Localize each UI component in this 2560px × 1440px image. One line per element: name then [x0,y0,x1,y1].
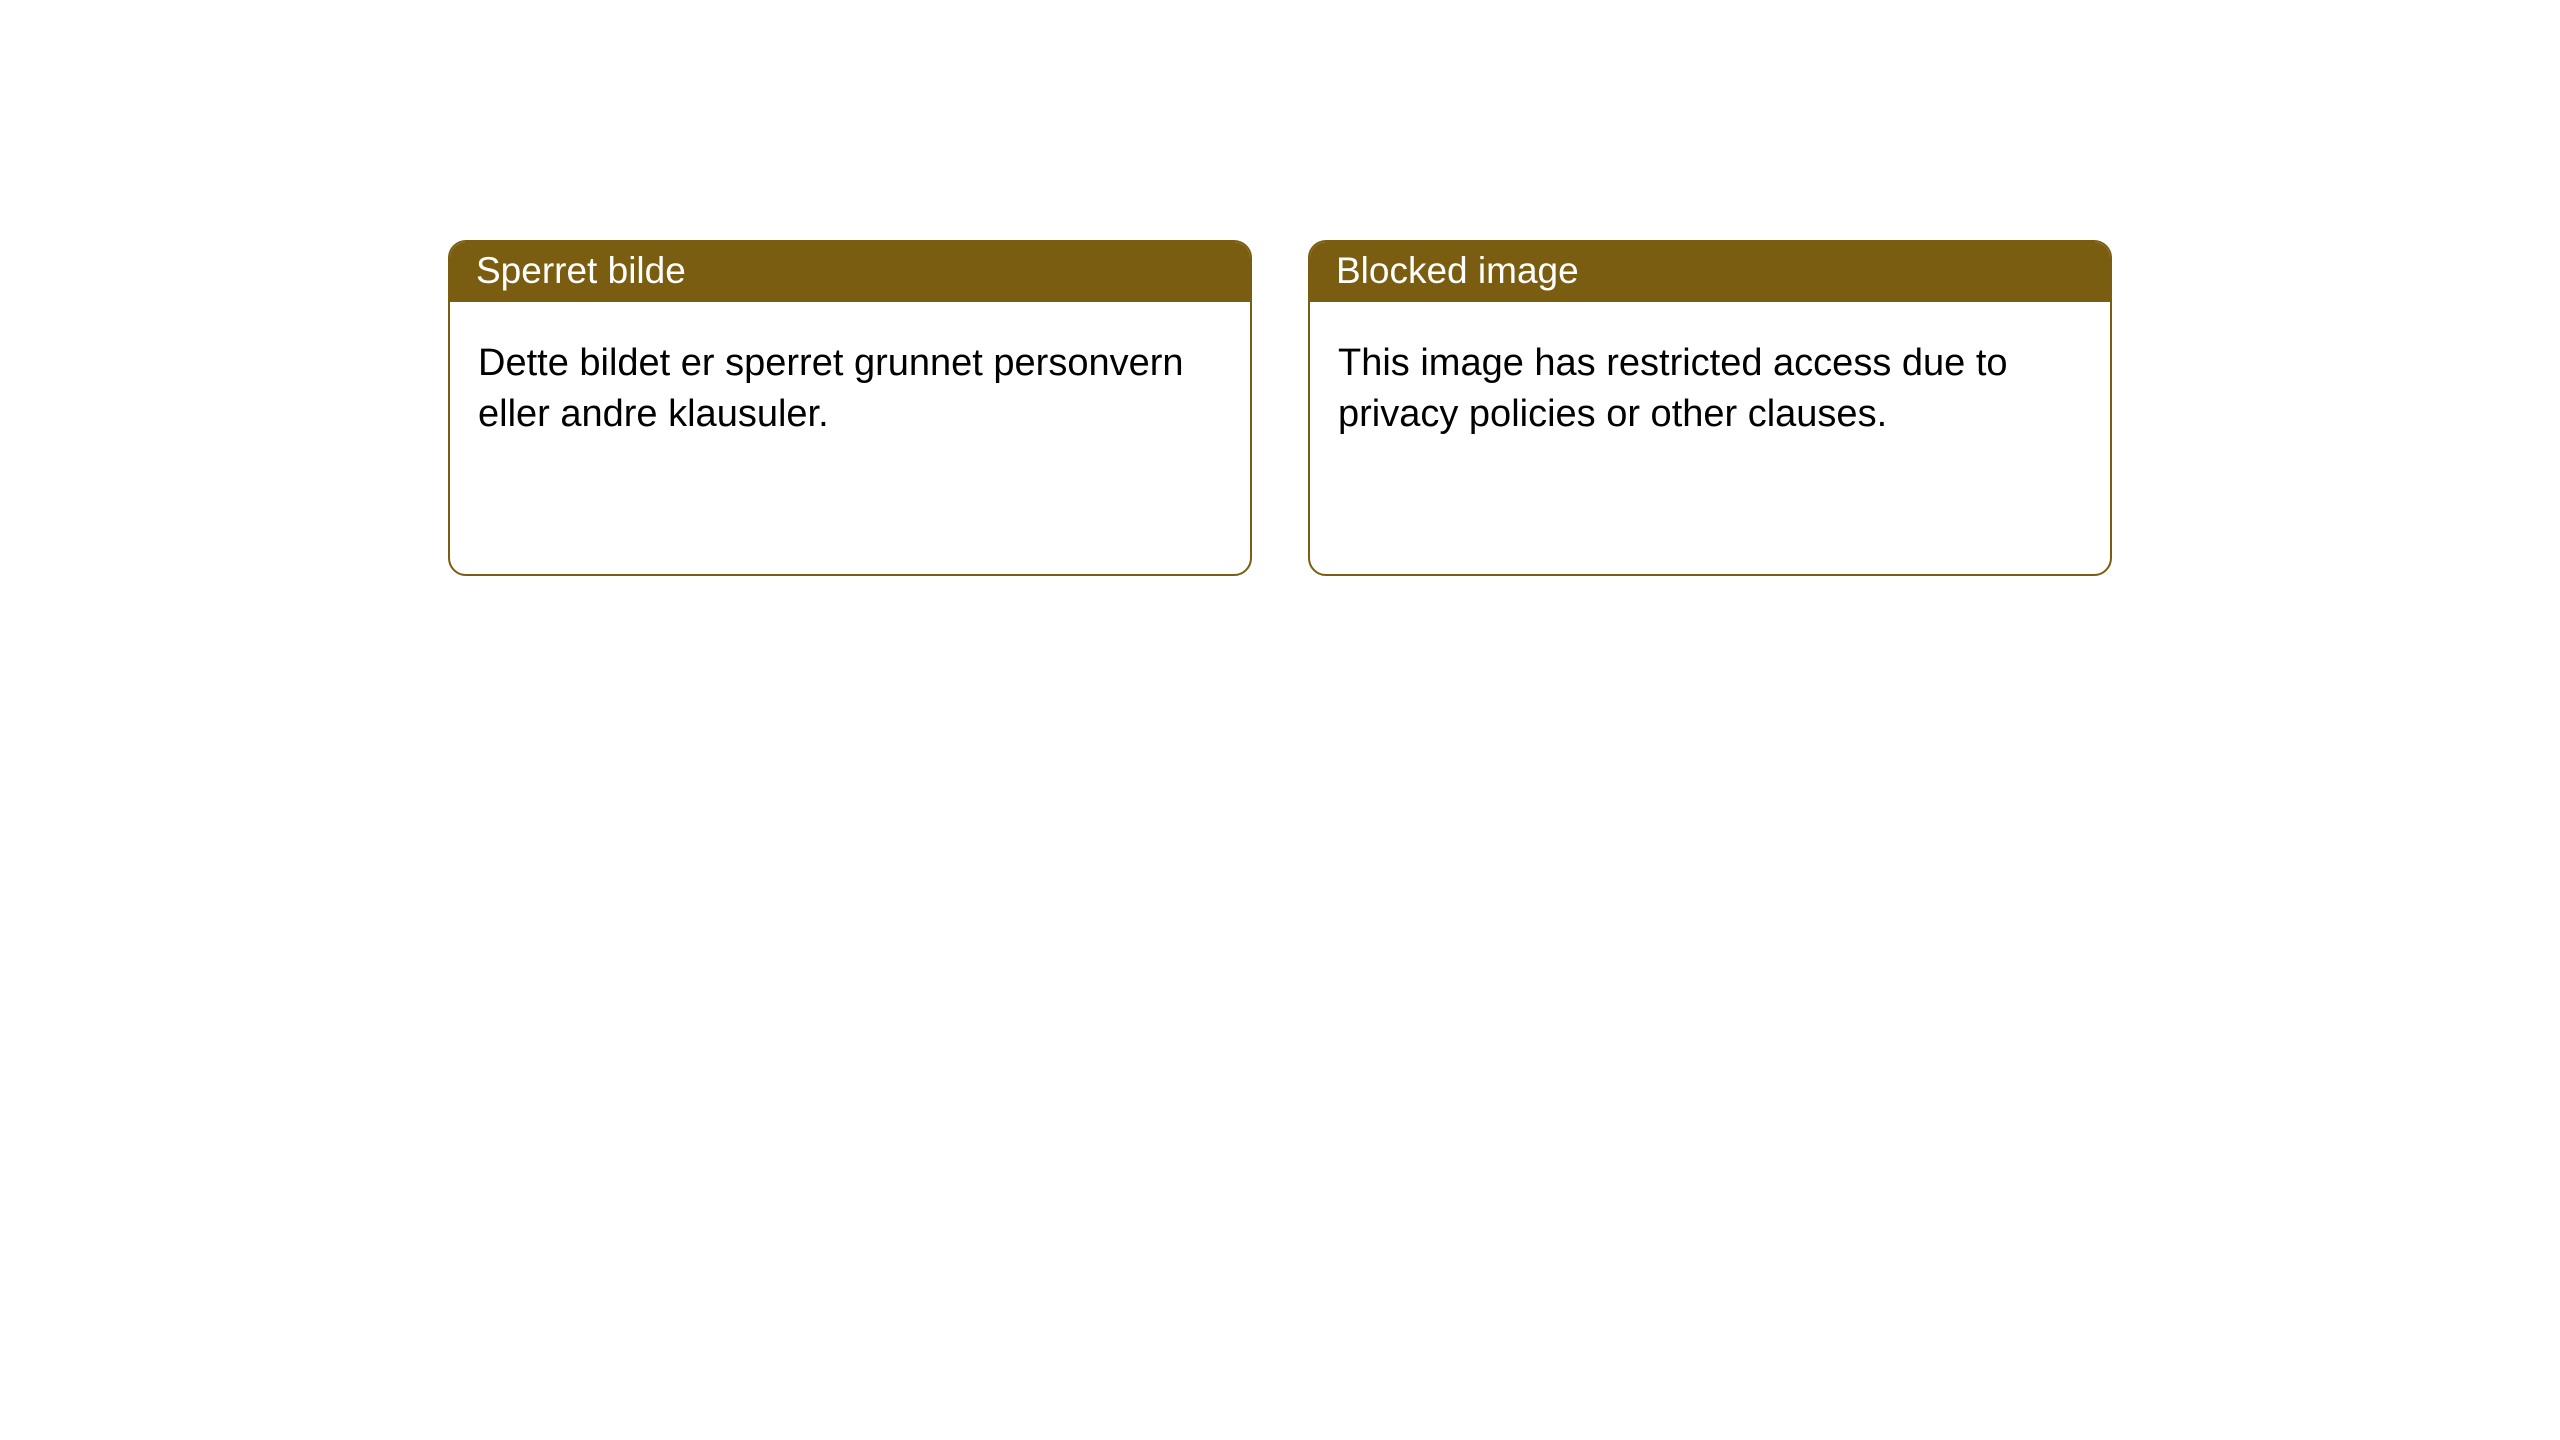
blocked-image-card-en: Blocked image This image has restricted … [1308,240,2112,576]
card-header-no: Sperret bilde [450,242,1250,302]
card-header-en: Blocked image [1310,242,2110,302]
blocked-image-card-no: Sperret bilde Dette bildet er sperret gr… [448,240,1252,576]
card-body-no: Dette bildet er sperret grunnet personve… [450,302,1250,469]
notice-cards-row: Sperret bilde Dette bildet er sperret gr… [0,0,2560,576]
card-body-en: This image has restricted access due to … [1310,302,2110,469]
